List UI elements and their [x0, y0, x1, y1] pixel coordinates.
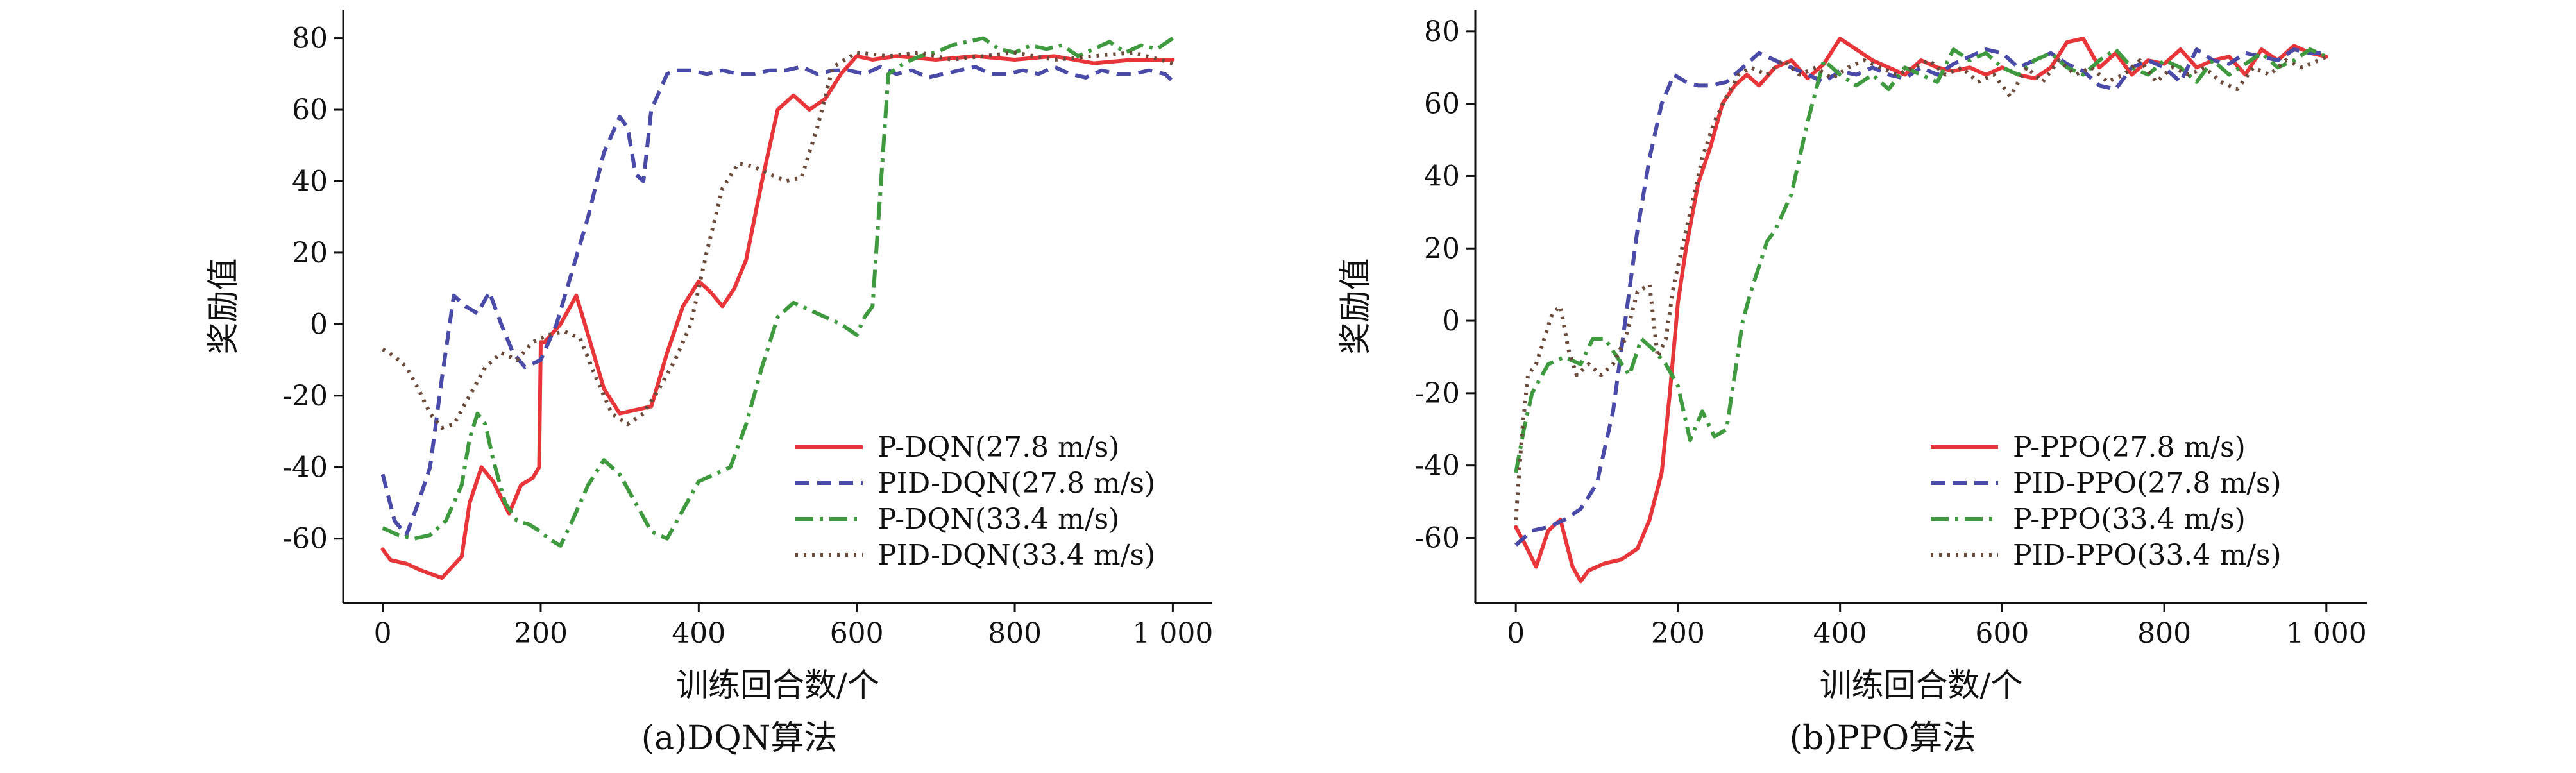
y-tick-label: 80 — [292, 22, 328, 55]
y-tick-label: -20 — [1414, 377, 1460, 410]
y-tick-label: -40 — [1414, 450, 1460, 482]
panel-a: 0 200 400 600 800 1 000 -60 -40 -20 0 20 40 60 80 P-DQ… — [205, 10, 1213, 758]
y-tick-label: 20 — [1424, 232, 1460, 265]
series-line-3 — [382, 36, 1174, 548]
y-tick-label: 60 — [292, 94, 328, 126]
y-tick-label: 0 — [1442, 305, 1460, 337]
panel-caption: (b)PPO算法 — [1790, 719, 1976, 758]
x-tick-label: 800 — [988, 617, 1042, 650]
legend-label: P-PPO(27.8 m/s) — [2013, 431, 2246, 464]
x-tick-label: 600 — [830, 617, 884, 650]
legend-label: P-DQN(27.8 m/s) — [877, 431, 1119, 464]
series-line-2 — [380, 65, 1174, 538]
y-tick-label: -20 — [282, 380, 328, 412]
x-tick-label: 800 — [2137, 617, 2191, 650]
legend-label: PID-PPO(27.8 m/s) — [2013, 467, 2282, 500]
y-tick-label: -60 — [282, 523, 328, 556]
x-tick-label: 400 — [1813, 617, 1867, 650]
x-tick-label: 600 — [1975, 617, 2029, 650]
y-tick-label: 0 — [310, 308, 328, 341]
legend: P-DQN(27.8 m/s)PID-DQN(27.8 m/s)P-DQN(33… — [795, 431, 1155, 572]
y-tick-label: 60 — [1424, 88, 1460, 121]
x-axis-label: 训练回合数/个 — [676, 667, 879, 704]
y-tick-label: 40 — [1424, 160, 1460, 192]
y-tick-label: -60 — [1414, 522, 1460, 554]
x-tick-label: 200 — [1651, 617, 1705, 650]
x-tick-label: 200 — [514, 617, 568, 650]
x-axis-label: 训练回合数/个 — [1820, 667, 2023, 704]
legend-label: P-DQN(33.4 m/s) — [877, 503, 1119, 536]
y-tick-label: 20 — [292, 237, 328, 269]
legend-label: PID-DQN(33.4 m/s) — [877, 539, 1155, 572]
series-line-4 — [382, 50, 1174, 430]
x-tick-label: 400 — [672, 617, 725, 650]
y-tick-label: 80 — [1424, 15, 1460, 48]
x-tick-label: 0 — [374, 617, 392, 650]
y-axis-label: 奖励值 — [205, 259, 242, 355]
x-tick-label: 1 000 — [1132, 617, 1213, 650]
legend-label: P-PPO(33.4 m/s) — [2013, 503, 2246, 536]
panel-caption: (a)DQN算法 — [641, 719, 837, 758]
series-line-1 — [1514, 37, 2328, 584]
series-line-2 — [1514, 47, 2326, 547]
x-tick-label: 0 — [1507, 617, 1525, 650]
series-line-4 — [1514, 55, 2328, 520]
legend-label: PID-PPO(33.4 m/s) — [2013, 539, 2282, 572]
y-tick-label: -40 — [282, 451, 328, 484]
panel-b: 0 200 400 600 800 1 000 -60 -40 -20 0 20 40 60 80 P-PP… — [1337, 10, 2367, 758]
series-line-3 — [1514, 47, 2328, 473]
legend: P-PPO(27.8 m/s)PID-PPO(27.8 m/s)P-PPO(33… — [1931, 431, 2282, 572]
y-axis-label: 奖励值 — [1337, 259, 1374, 355]
y-tick-label: 40 — [292, 165, 328, 198]
series-line-1 — [380, 54, 1175, 580]
legend-label: PID-DQN(27.8 m/s) — [877, 467, 1155, 500]
x-tick-label: 1 000 — [2286, 617, 2367, 650]
